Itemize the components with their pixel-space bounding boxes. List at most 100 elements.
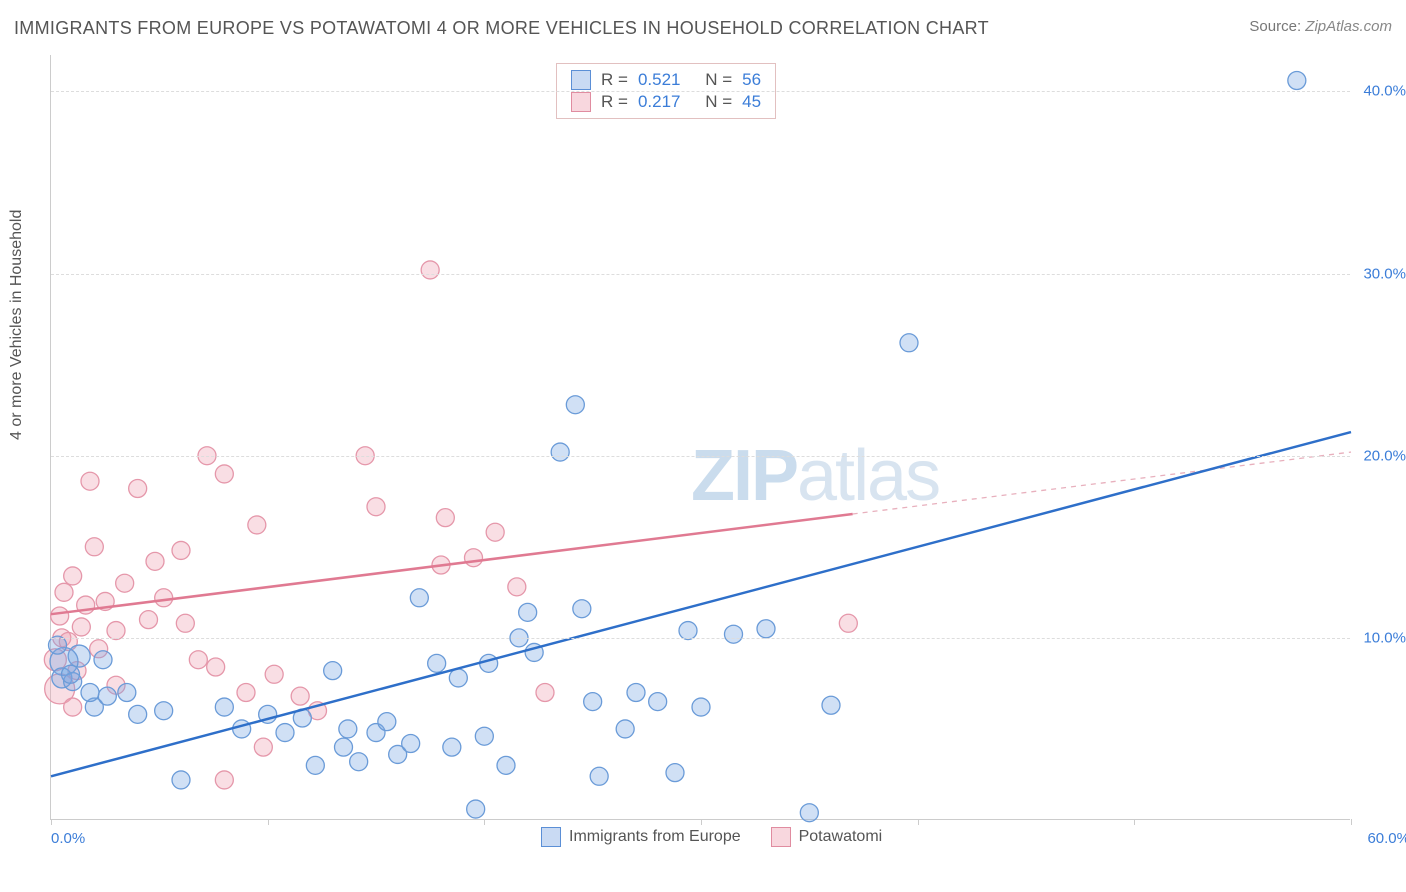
r-value: 0.217	[638, 92, 681, 112]
data-point	[72, 618, 90, 636]
data-point	[81, 472, 99, 490]
n-value: 56	[742, 70, 761, 90]
data-point	[410, 589, 428, 607]
data-point	[449, 669, 467, 687]
legend-label: Potawatomi	[799, 828, 883, 846]
data-point	[64, 567, 82, 585]
data-point	[215, 771, 233, 789]
data-point	[254, 738, 272, 756]
data-point	[306, 756, 324, 774]
source-label: Source:	[1249, 18, 1301, 35]
swatch-blue	[571, 70, 591, 90]
data-point	[55, 583, 73, 601]
x-tick-label: 60.0%	[1367, 830, 1406, 847]
data-point	[155, 702, 173, 720]
r-label: R =	[601, 70, 628, 90]
data-point	[839, 614, 857, 632]
data-point	[519, 603, 537, 621]
data-point	[757, 620, 775, 638]
data-point	[233, 720, 251, 738]
data-point	[172, 771, 190, 789]
data-point	[900, 334, 918, 352]
data-point	[146, 552, 164, 570]
data-point	[536, 684, 554, 702]
data-point	[129, 480, 147, 498]
r-value: 0.521	[638, 70, 681, 90]
grid-line	[51, 456, 1350, 457]
legend-item-pink: Potawatomi	[771, 827, 883, 847]
data-point	[172, 541, 190, 559]
data-point	[237, 684, 255, 702]
y-tick-label: 20.0%	[1363, 447, 1406, 464]
r-label: R =	[601, 92, 628, 112]
legend-item-blue: Immigrants from Europe	[541, 827, 741, 847]
data-point	[248, 516, 266, 534]
data-point	[475, 727, 493, 745]
data-point	[339, 720, 357, 738]
chart-title: IMMIGRANTS FROM EUROPE VS POTAWATOMI 4 O…	[14, 18, 989, 39]
data-point	[118, 684, 136, 702]
data-point	[725, 625, 743, 643]
data-point	[480, 654, 498, 672]
n-value: 45	[742, 92, 761, 112]
grid-line	[51, 638, 1350, 639]
x-tick	[701, 819, 702, 825]
data-point	[94, 651, 112, 669]
data-point	[350, 753, 368, 771]
data-point	[155, 589, 173, 607]
data-point	[1288, 72, 1306, 90]
data-point	[436, 509, 454, 527]
data-point	[324, 662, 342, 680]
series-legend: Immigrants from Europe Potawatomi	[541, 827, 882, 847]
data-point	[584, 693, 602, 711]
data-point	[81, 684, 99, 702]
source-attribution: Source: ZipAtlas.com	[1249, 18, 1392, 35]
data-point	[497, 756, 515, 774]
data-point	[189, 651, 207, 669]
x-tick	[1351, 819, 1352, 825]
x-tick	[268, 819, 269, 825]
data-point	[421, 261, 439, 279]
x-tick	[1134, 819, 1135, 825]
grid-line	[51, 91, 1350, 92]
data-point	[692, 698, 710, 716]
data-point	[378, 713, 396, 731]
data-point	[98, 687, 116, 705]
y-axis-label: 4 or more Vehicles in Household	[8, 210, 26, 440]
data-point	[616, 720, 634, 738]
legend-label: Immigrants from Europe	[569, 828, 741, 846]
data-point	[276, 724, 294, 742]
data-point	[215, 465, 233, 483]
trend-line	[51, 514, 853, 614]
data-point	[800, 804, 818, 822]
swatch-pink	[771, 827, 791, 847]
x-tick-label: 0.0%	[51, 830, 85, 847]
data-point	[215, 698, 233, 716]
y-tick-label: 30.0%	[1363, 265, 1406, 282]
swatch-blue	[541, 827, 561, 847]
data-point	[62, 665, 80, 683]
data-point	[566, 396, 584, 414]
trend-line	[51, 432, 1351, 776]
data-point	[508, 578, 526, 596]
chart-container: ZIPatlas R = 0.521 N = 56 R = 0.217 N = …	[50, 55, 1350, 835]
data-point	[51, 607, 69, 625]
data-point	[666, 764, 684, 782]
x-tick	[484, 819, 485, 825]
data-point	[367, 498, 385, 516]
data-point	[129, 705, 147, 723]
data-point	[64, 698, 82, 716]
data-point	[402, 735, 420, 753]
x-tick	[51, 819, 52, 825]
data-point	[822, 696, 840, 714]
data-point	[265, 665, 283, 683]
grid-line	[51, 274, 1350, 275]
data-point	[428, 654, 446, 672]
data-point	[207, 658, 225, 676]
data-point	[116, 574, 134, 592]
plot-area: ZIPatlas R = 0.521 N = 56 R = 0.217 N = …	[50, 55, 1350, 820]
data-point	[590, 767, 608, 785]
y-tick-label: 40.0%	[1363, 83, 1406, 100]
y-tick-label: 10.0%	[1363, 629, 1406, 646]
data-point	[467, 800, 485, 818]
